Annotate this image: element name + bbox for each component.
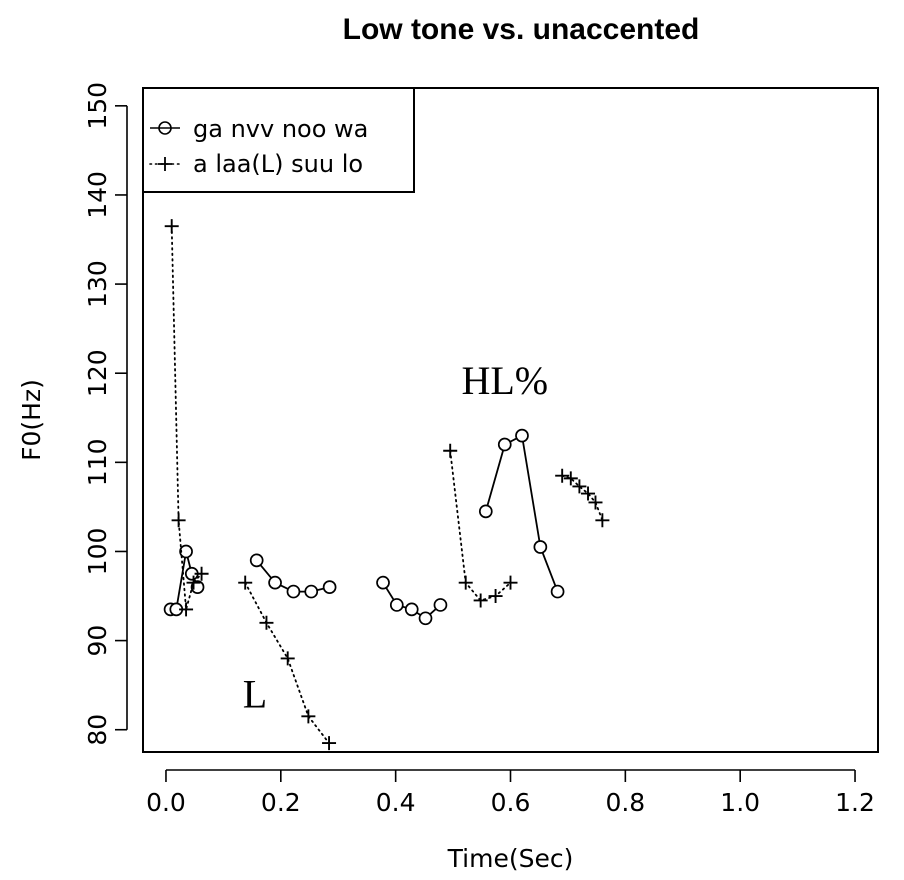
data-point-circle: [497, 437, 512, 452]
data-point-circle: [268, 575, 282, 590]
y-tick-label: 90: [83, 625, 112, 657]
x-tick-label: 0.6: [491, 788, 531, 817]
legend-label-series-0: ga nvv noo wa: [193, 115, 368, 143]
x-tick-label: 0.0: [146, 788, 186, 817]
data-point-plus: [179, 602, 194, 617]
series-0: [163, 428, 565, 626]
x-axis: 0.0 0.2 0.4 0.6 0.8 1.0 1.2: [146, 769, 875, 817]
data-point-plus: [563, 471, 578, 486]
data-point-plus: [186, 575, 201, 590]
y-tick-label: 150: [83, 82, 112, 130]
legend-marker-circle-icon: [158, 121, 172, 135]
data-point-plus: [259, 615, 274, 630]
data-point-plus: [581, 486, 596, 501]
data-point-plus: [588, 495, 603, 510]
legend-marker-plus-icon: [158, 157, 172, 171]
data-point-circle: [376, 575, 390, 590]
data-point-circle: [418, 611, 433, 626]
x-tick-label: 0.4: [376, 788, 416, 817]
data-point-circle: [249, 553, 264, 568]
data-point-circle: [179, 544, 193, 559]
series-0-line-segment: [484, 434, 559, 592]
y-tick-label: 80: [83, 714, 112, 746]
data-point-plus: [171, 513, 186, 528]
data-point-circle: [304, 584, 319, 599]
x-tick-label: 1.0: [720, 788, 760, 817]
annotation-label: L: [243, 672, 267, 717]
annotation-label: HL%: [461, 358, 548, 403]
series-1-line-segment: [449, 449, 512, 602]
y-tick-label: 120: [83, 349, 112, 397]
y-tick-label: 100: [83, 528, 112, 576]
data-point-circle: [389, 598, 404, 612]
data-point-plus: [322, 736, 337, 751]
y-axis-title: F0(Hz): [17, 379, 46, 461]
x-tick-label: 0.2: [261, 788, 301, 817]
data-point-plus: [595, 513, 610, 528]
data-point-circle: [286, 584, 301, 599]
data-point-plus: [572, 479, 587, 494]
data-point-plus: [164, 219, 179, 234]
plot-frame: [142, 87, 879, 753]
data-point-circle: [515, 428, 529, 443]
y-tick-label: 140: [83, 171, 112, 219]
data-point-circle: [550, 584, 565, 599]
data-point-circle: [404, 602, 419, 617]
x-tick-label: 0.8: [605, 788, 645, 817]
data-point-circle: [478, 504, 493, 519]
legend-label-series-1: a laa(L) suu lo: [193, 150, 363, 178]
x-tick-label: 1.2: [835, 788, 875, 817]
data-point-circle: [322, 580, 337, 594]
series-1: [164, 219, 610, 751]
y-tick-label: 110: [83, 438, 112, 486]
data-point-plus: [280, 651, 295, 666]
data-point-plus: [488, 589, 503, 604]
data-point-plus: [238, 575, 253, 590]
data-point-plus: [555, 468, 570, 483]
series-layer: [163, 219, 610, 751]
data-point-plus: [473, 593, 488, 608]
annotations: HL% L: [243, 358, 548, 717]
data-point-plus: [301, 709, 316, 724]
y-tick-label: 130: [83, 260, 112, 308]
x-axis-title: Time(Sec): [447, 844, 574, 873]
legend-box: [142, 87, 415, 193]
data-point-circle: [533, 540, 548, 554]
legend: ga nvv noo wa a laa(L) suu lo: [142, 87, 415, 193]
data-point-circle: [433, 598, 448, 612]
data-point-plus: [194, 566, 209, 581]
y-axis: 80 90 100 110 120 130 140 150: [83, 82, 128, 746]
data-point-plus: [458, 575, 473, 590]
data-point-plus: [503, 575, 518, 590]
data-point-plus: [443, 443, 458, 458]
chart-title: Low tone vs. unaccented: [343, 13, 700, 46]
series-1-line-segment: [244, 581, 330, 744]
